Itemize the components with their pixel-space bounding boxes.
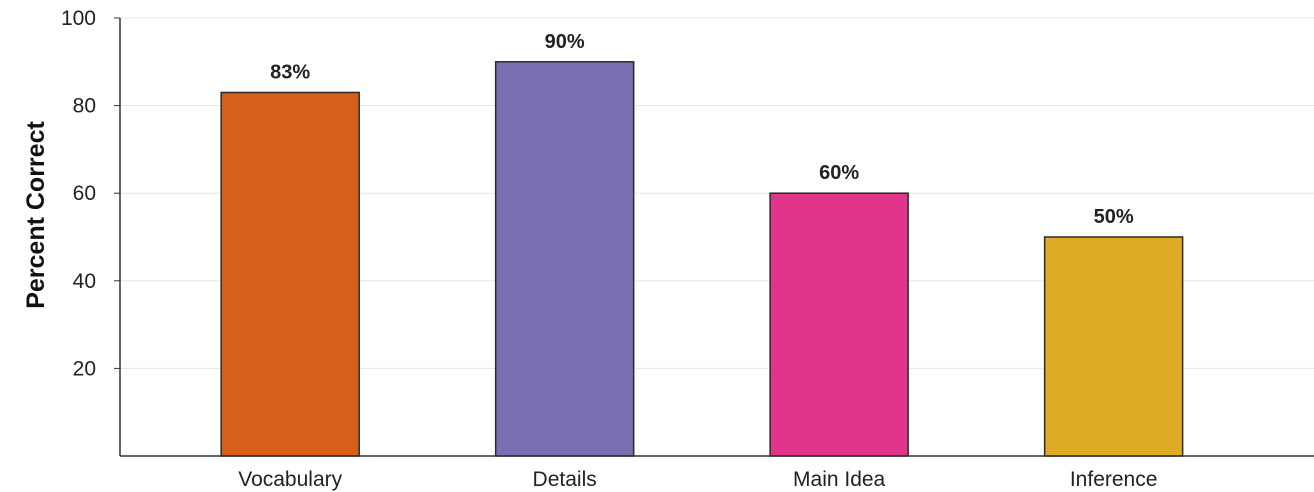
y-tick-label: 40 (73, 270, 96, 293)
data-label: 90% (545, 31, 585, 53)
data-label: 50% (1094, 206, 1134, 228)
y-axis-ticks: 20 40 60 80 100 (61, 7, 120, 380)
x-category-label: Vocabulary (238, 468, 342, 491)
data-labels: 83% 90% 60% 50% (270, 31, 1134, 228)
bar-details (494, 61, 635, 457)
bar-inference (1043, 236, 1184, 457)
x-category-label: Details (533, 468, 597, 491)
x-category-label: Inference (1070, 468, 1158, 491)
bar-main-idea (769, 192, 909, 457)
y-tick-label: 60 (73, 182, 96, 205)
y-tick-label: 20 (73, 357, 96, 380)
data-label: 60% (819, 162, 859, 184)
bars (220, 61, 1184, 457)
x-axis-categories: Vocabulary Details Main Idea Inference (238, 468, 1157, 491)
y-axis-label: Percent Correct (22, 121, 50, 309)
data-label: 83% (270, 61, 310, 83)
y-tick-label: 80 (73, 95, 96, 118)
bar-vocabulary (220, 91, 360, 457)
y-tick-label: 100 (61, 7, 96, 30)
x-category-label: Main Idea (793, 468, 886, 491)
